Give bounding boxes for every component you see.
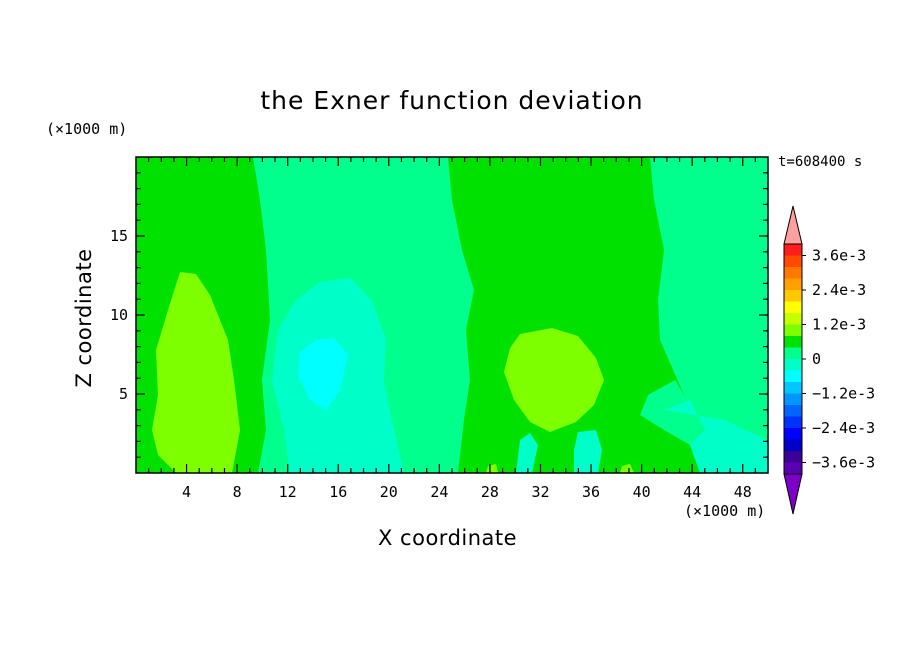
colorbar-level — [784, 290, 802, 302]
contour-band-negative-east-strip — [664, 400, 768, 473]
x-tick-label: 16 — [329, 483, 347, 501]
colorbar-label: 2.4e-3 — [812, 281, 866, 299]
contour-band-positive-west — [152, 272, 240, 473]
colorbar-label: 3.6e-3 — [812, 247, 866, 265]
colorbar-level — [784, 382, 802, 394]
x-tick-label: 32 — [531, 483, 549, 501]
chart-title: the Exner function deviation — [260, 86, 644, 115]
colorbar-level — [784, 428, 802, 440]
x-axis-label: X coordinate — [378, 526, 518, 550]
contour-field — [136, 157, 768, 473]
y-axis-unit: (×1000 m) — [46, 120, 128, 138]
contour-band-minimum — [298, 338, 348, 410]
x-tick-label: 28 — [481, 483, 499, 501]
colorbar-level — [784, 370, 802, 382]
colorbar-label: −3.6e-3 — [812, 454, 875, 472]
contour-band-negative-east — [640, 157, 768, 473]
colorbar-level — [784, 393, 802, 405]
colorbar-label: 0 — [812, 350, 821, 368]
colorbar-level — [784, 336, 802, 348]
colorbar-level — [784, 313, 802, 325]
contour-band-negative-small-center — [574, 430, 602, 473]
time-label: t=608400 s — [778, 154, 863, 170]
colorbar — [783, 205, 803, 515]
x-tick-label: 4 — [182, 483, 191, 501]
contour-band-negative-small-west — [516, 433, 538, 473]
colorbar-level — [784, 405, 802, 417]
x-tick-label: 48 — [734, 483, 752, 501]
x-tick-label: 36 — [582, 483, 600, 501]
colorbar-arrow-bottom — [783, 473, 803, 515]
colorbar-level — [784, 347, 802, 359]
colorbar-label: 1.2e-3 — [812, 316, 866, 334]
colorbar-label: −1.2e-3 — [812, 385, 875, 403]
colorbar-level — [784, 244, 802, 256]
colorbar-labels: 3.6e-3 2.4e-3 1.2e-3 0 −1.2e-3 −2.4e-3 −3.6e-3 — [802, 247, 875, 472]
colorbar-level — [784, 462, 802, 474]
x-tick-label: 40 — [633, 483, 651, 501]
y-tick-label: 10 — [110, 306, 128, 324]
contour-band-positive-speck-b — [620, 464, 634, 473]
colorbar-level — [784, 278, 802, 290]
contour-band-positive-speck-a — [486, 464, 498, 473]
x-axis-tick-labels: 4 8 12 16 20 24 28 32 36 40 44 48 — [182, 483, 752, 501]
colorbar-level — [784, 255, 802, 267]
x-tick-label: 44 — [683, 483, 701, 501]
colorbar-level — [784, 267, 802, 279]
colorbar-level — [784, 301, 802, 313]
x-tick-label: 24 — [430, 483, 448, 501]
colorbar-label: −2.4e-3 — [812, 419, 875, 437]
y-tick-label: 5 — [119, 385, 128, 403]
y-tick-label: 15 — [110, 227, 128, 245]
colorbar-level — [784, 324, 802, 336]
x-tick-label: 8 — [233, 483, 242, 501]
colorbar-level — [784, 451, 802, 463]
x-tick-label: 20 — [380, 483, 398, 501]
y-axis-ticks — [136, 172, 768, 458]
x-tick-label: 12 — [279, 483, 297, 501]
colorbar-level — [784, 359, 802, 371]
colorbar-level — [784, 416, 802, 428]
contour-band-positive-center — [504, 328, 604, 432]
x-axis-unit: (×1000 m) — [684, 502, 766, 520]
colorbar-arrow-top — [783, 205, 803, 245]
y-axis-label: Z coordinate — [72, 248, 96, 388]
x-axis-ticks — [148, 157, 756, 473]
y-axis-tick-labels: 5 10 15 — [110, 227, 128, 403]
colorbar-level — [784, 439, 802, 451]
